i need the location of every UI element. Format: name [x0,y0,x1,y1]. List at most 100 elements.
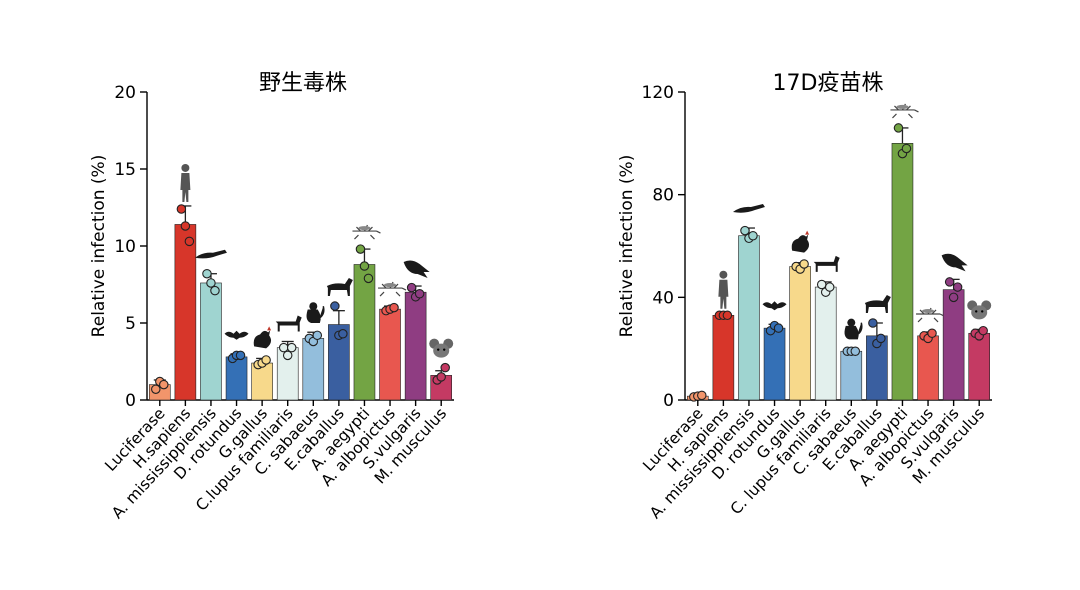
data-point [261,355,271,365]
human-head [719,270,728,279]
data-point [210,285,220,296]
bar [763,327,786,401]
bar [891,143,914,401]
starling-body [941,253,968,272]
starling-body [403,260,430,279]
data-point [944,277,955,287]
data-point [816,279,827,290]
mosquito-icon [890,103,919,119]
data-point [312,330,323,341]
dog-body [811,255,840,272]
data-point [824,282,835,292]
bar [840,350,863,401]
data-point [338,329,348,339]
data-point [773,323,784,333]
data-point [184,236,195,247]
data-point [151,384,161,394]
mosquito-icon [378,281,407,297]
data-point [876,333,886,344]
data-point [278,342,289,353]
bar [942,289,965,401]
data-point [748,230,758,241]
data-point [436,372,446,382]
data-point [868,318,878,328]
monkey-icon [844,318,863,340]
mouse-eye [437,348,440,351]
mouse-icon [429,338,454,358]
bar [200,282,222,401]
bar [225,356,248,401]
human-head [181,163,190,172]
data-point [406,282,417,293]
horse-icon [864,295,891,313]
dog-body [273,315,302,332]
mosquito-wing [358,226,371,231]
y-tick-label: 10 [114,237,136,257]
mosquito-wing [896,104,909,109]
data-point [927,328,937,339]
y-tick-label: 120 [642,83,674,103]
mouse-face [433,343,450,358]
mosquito-wing [384,283,397,288]
bat-icon [224,330,249,340]
data-point [978,325,988,336]
bar [174,224,197,401]
y-axis-label: Relative infection (%) [89,155,109,338]
human-icon [180,163,191,202]
mosquito-body [916,307,945,323]
data-point [286,342,297,353]
data-point [359,261,370,271]
chicken-comb [267,326,272,331]
data-point [414,288,425,299]
data-point [697,390,707,401]
chicken-comb [805,230,810,235]
data-point [202,268,212,279]
human-icon [718,270,729,309]
dog-icon [273,315,302,332]
human-body [180,172,191,202]
data-point [159,379,169,390]
data-point [901,143,912,154]
bar [968,332,990,401]
y-tick-label: 5 [125,314,136,334]
mosquito-body [378,281,407,297]
mosquito-icon [916,307,945,323]
mouse-eye [443,348,446,351]
data-point [740,225,750,236]
data-point [389,302,399,313]
bar [738,235,760,401]
data-point [180,221,191,231]
monkey-head [309,302,318,311]
monkey-head [847,318,856,327]
bar [789,266,811,401]
data-point [850,346,861,356]
y-tick-label: 15 [114,160,136,180]
y-tick-label: 0 [663,391,674,411]
bat-wings [762,301,787,311]
bat-icon [762,301,787,311]
y-tick-label: 40 [652,288,674,308]
data-point [363,273,374,284]
mosquito-icon [352,224,381,240]
mosquito-wing [922,308,935,313]
y-tick-label: 20 [114,83,136,103]
data-point [355,244,366,254]
data-point [235,350,246,361]
bar [353,264,376,401]
data-point [799,259,809,269]
data-point [440,362,450,373]
data-point [176,204,187,214]
y-tick-label: 80 [652,186,674,206]
chart-title: 17D疫苗株 [773,71,884,96]
data-point [893,123,904,133]
data-point [952,282,963,292]
mosquito-body [352,224,381,240]
horse-body [326,278,353,297]
horse-body [864,295,891,313]
data-point [206,278,216,288]
bar [404,291,427,401]
data-point [722,310,733,321]
chicken-icon [253,326,272,349]
chart-title: 野生毒株 [259,71,347,96]
bar [302,338,325,401]
